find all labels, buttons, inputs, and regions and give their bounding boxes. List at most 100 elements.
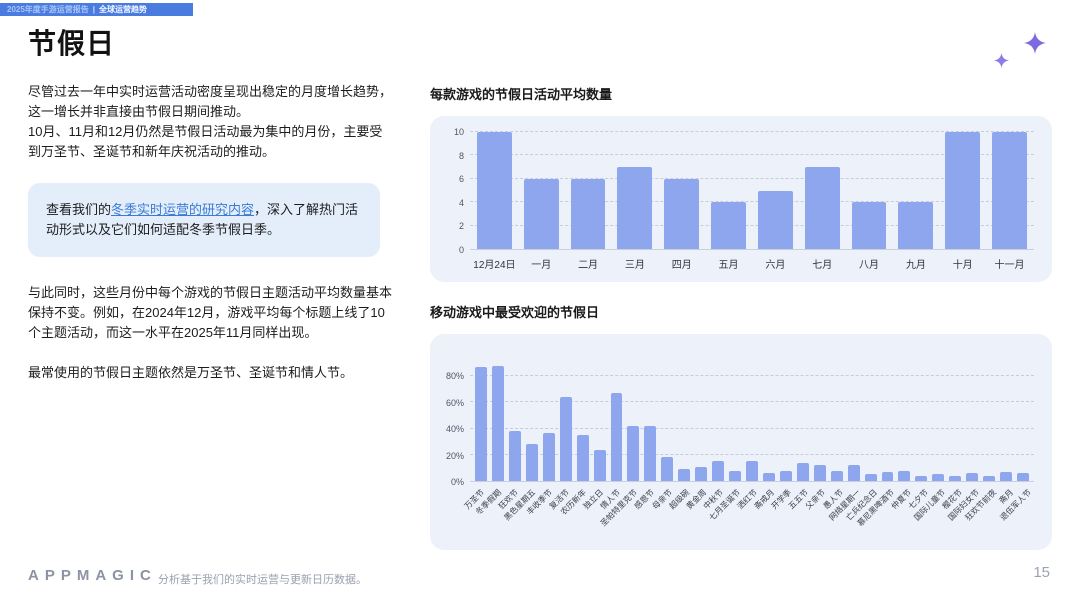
x-tick-label: 十一月 xyxy=(994,259,1025,271)
y-tick-label: 20% xyxy=(445,450,464,461)
bar xyxy=(830,470,843,481)
bar-chart-holidays: 0% 20% 40% 60% 80% 万圣节 冬季假期 狂欢节 黑色星期五 丰收季节 复活节 农历新… xyxy=(430,334,1052,550)
x-tick-label: 九月 xyxy=(905,259,926,271)
gridline xyxy=(470,453,1034,455)
left-text-column: 尽管过去一年中实时运营活动密度呈现出稳定的月度增长趋势，这一增长并非直接由节假日… xyxy=(28,82,392,383)
y-axis: 0% 20% 40% 60% 80% xyxy=(442,350,470,487)
x-tick-label: 六月 xyxy=(765,259,786,271)
bar xyxy=(711,202,746,249)
appmagic-logo: APPMAGIC xyxy=(28,567,157,584)
y-tick-label: 10 xyxy=(453,127,464,137)
bar xyxy=(949,475,962,481)
bar xyxy=(864,474,877,481)
header-divider: | xyxy=(92,5,96,14)
page-number: 15 xyxy=(1033,564,1050,581)
gridline xyxy=(470,401,1034,403)
bar xyxy=(898,470,911,481)
y-tick-label: 60% xyxy=(445,397,464,408)
bar xyxy=(664,178,700,249)
bar xyxy=(661,457,674,481)
bar xyxy=(570,178,606,249)
bar xyxy=(966,473,979,481)
chart-title: 每款游戏的节假日活动平均数量 xyxy=(430,87,613,102)
y-tick-label: 8 xyxy=(458,150,464,161)
bar xyxy=(757,190,793,249)
bar xyxy=(796,462,809,481)
x-tick-label: 12月24日 xyxy=(473,259,516,271)
bar xyxy=(627,425,640,481)
bar xyxy=(576,435,589,481)
bar xyxy=(992,132,1027,249)
bar xyxy=(610,393,623,481)
page-title: 节假日 xyxy=(28,28,116,59)
bar xyxy=(932,474,945,481)
gridlines xyxy=(470,131,1034,249)
body-paragraph-1: 与此同时，这些月份中每个游戏的节假日主题活动平均数量基本保持不变。例如，在202… xyxy=(28,284,393,341)
x-tick-label: 五月 xyxy=(718,259,739,271)
body-paragraph-2: 最常使用的节假日主题依然是万圣节、圣诞节和情人节。 xyxy=(28,365,354,381)
chart-avg-holiday-events: 每款游戏的节假日活动平均数量 0 2 4 6 8 10 12月24日 一月 二月 三月 四月 五月 六… xyxy=(430,84,1052,282)
report-title: 2025年度手游运营报告 xyxy=(7,5,89,14)
bar xyxy=(779,470,792,481)
x-tick-label: 二月 xyxy=(578,259,599,271)
y-tick-label: 0 xyxy=(458,245,464,255)
plot-area xyxy=(470,350,1034,482)
y-tick-label: 6 xyxy=(458,174,464,185)
sparkle-icon xyxy=(994,53,1009,68)
x-tick-label: 八月 xyxy=(859,259,880,271)
footer-note: 分析基于我们的实时运营与更新日历数据。 xyxy=(158,574,367,586)
bar xyxy=(593,449,606,481)
winter-liveops-link[interactable]: 冬季实时运营的研究内容 xyxy=(111,201,255,217)
sparkle-icon xyxy=(1024,32,1046,54)
intro-paragraph-2: 10月、11月和12月仍然是节假日活动最为集中的月份，主要受到万圣节、圣诞节和新… xyxy=(28,124,383,160)
y-tick-label: 0% xyxy=(450,477,464,487)
gridline xyxy=(470,224,1034,226)
gridline xyxy=(470,177,1034,179)
bar xyxy=(851,202,887,249)
x-tick-label: 三月 xyxy=(624,259,645,271)
bar xyxy=(477,132,512,249)
bar xyxy=(523,178,559,249)
x-tick-label: 一月 xyxy=(531,259,552,271)
bar xyxy=(1017,473,1029,481)
bar xyxy=(1000,471,1012,481)
callout-box: 查看我们的冬季实时运营的研究内容，深入了解热门活动形式以及它们如何适配冬季节假日… xyxy=(28,182,380,257)
gridline xyxy=(470,131,1034,132)
bar xyxy=(915,475,928,481)
gridline xyxy=(470,154,1034,156)
bar xyxy=(847,465,860,481)
gridlines xyxy=(470,350,1034,481)
intro-paragraph-1: 尽管过去一年中实时运营活动密度呈现出稳定的月度增长趋势，这一增长并非直接由节假日… xyxy=(28,84,393,120)
bar xyxy=(491,365,504,481)
header-section: 全球运营趋势 xyxy=(99,5,148,14)
bar-chart-monthly: 0 2 4 6 8 10 12月24日 一月 二月 三月 四月 五月 六月 七月 八月 九月 十月 十一月 xyxy=(430,116,1052,282)
bar xyxy=(695,466,708,481)
y-tick-label: 40% xyxy=(445,424,464,435)
y-tick-label: 4 xyxy=(458,197,464,208)
callout-suffix: ，深入了解热门活动形式以及它们如何适配冬季节假日季。 xyxy=(46,201,359,237)
bar xyxy=(475,367,487,481)
bar xyxy=(644,425,657,481)
bar xyxy=(881,471,894,481)
bar xyxy=(804,167,840,249)
x-axis: 万圣节 冬季假期 狂欢节 黑色星期五 丰收季节 复活节 农历新年 独立日 情人节 圣帕特里克节 感恩… xyxy=(462,482,1034,544)
bar xyxy=(508,431,521,481)
x-tick-label: 七月 xyxy=(812,259,833,271)
bars xyxy=(470,132,1034,249)
bar xyxy=(898,202,934,249)
bar xyxy=(813,465,826,481)
bar xyxy=(678,469,691,481)
x-tick-label: 四月 xyxy=(671,259,692,271)
y-tick-label: 2 xyxy=(458,221,464,232)
plot-area xyxy=(470,131,1034,250)
bar xyxy=(525,444,538,481)
x-axis: 12月24日 一月 二月 三月 四月 五月 六月 七月 八月 九月 十月 十一月 xyxy=(470,250,1034,276)
callout-prefix: 查看我们的 xyxy=(46,201,112,217)
gridline xyxy=(470,201,1034,203)
y-tick-label: 80% xyxy=(445,371,464,382)
bar xyxy=(542,432,555,481)
chart-popular-holidays: 移动游戏中最受欢迎的节假日 0% 20% 40% 60% 80% 万圣节 冬季假期 狂欢节黑… xyxy=(430,302,1052,550)
gridline xyxy=(470,427,1034,429)
bar xyxy=(945,132,981,249)
